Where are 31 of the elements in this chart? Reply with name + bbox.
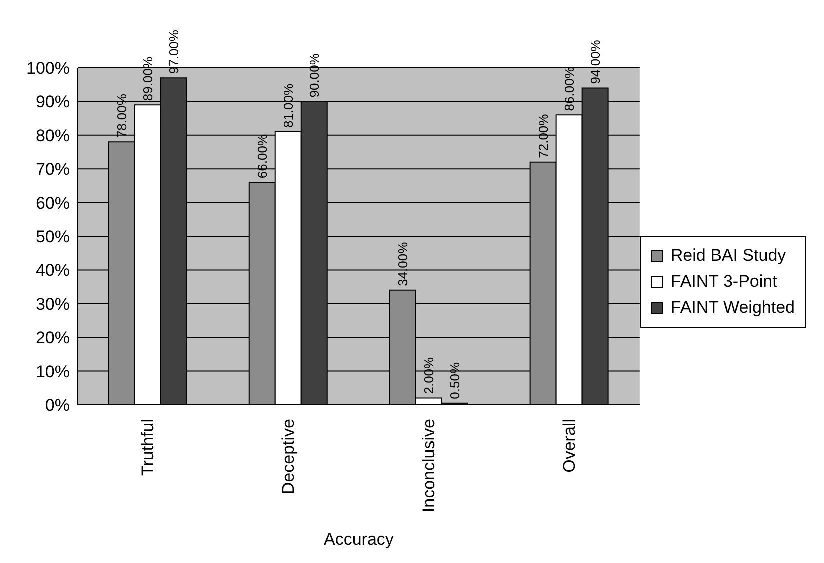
y-tick-label: 0%	[45, 396, 70, 416]
data-label: 72.00%	[536, 114, 551, 158]
data-label: 78.00%	[114, 94, 130, 138]
data-label: 90.00%	[306, 53, 322, 98]
data-label: 89.00%	[140, 56, 156, 102]
y-tick-label: 80%	[36, 126, 70, 146]
data-label: 97.00%	[166, 30, 182, 74]
data-label: 94.00%	[588, 40, 603, 84]
data-label: 2.00%	[421, 356, 436, 394]
x-tick-label: Deceptive	[279, 419, 298, 495]
x-tick-label: Truthful	[138, 419, 158, 476]
y-tick-label: 90%	[36, 92, 70, 112]
y-tick-label: 30%	[36, 294, 70, 314]
y-tick-label: 70%	[36, 160, 70, 180]
y-tick-label: 60%	[36, 194, 70, 213]
data-label: 66.00%	[254, 134, 270, 179]
x-tick-label: Overall	[560, 419, 580, 473]
x-axis-title: Accuracy	[324, 530, 394, 549]
x-tick-label: Inconclusive	[420, 419, 439, 513]
legend-label: Reid BAI Study	[670, 244, 786, 266]
y-tick-label: 100%	[26, 59, 70, 78]
data-label: 86.00%	[562, 66, 577, 112]
y-tick-label: 40%	[36, 261, 70, 280]
data-label: 0.50%	[447, 362, 462, 400]
data-label: 34.00%	[395, 242, 410, 286]
y-tick-label: 10%	[36, 362, 70, 382]
data-label: 81.00%	[280, 84, 296, 128]
legend-label: FAINT 3-Point	[670, 270, 778, 292]
y-tick-label: 20%	[36, 328, 70, 348]
y-tick-label: 50%	[36, 228, 70, 247]
legend-label: FAINT Weighted	[670, 296, 795, 318]
